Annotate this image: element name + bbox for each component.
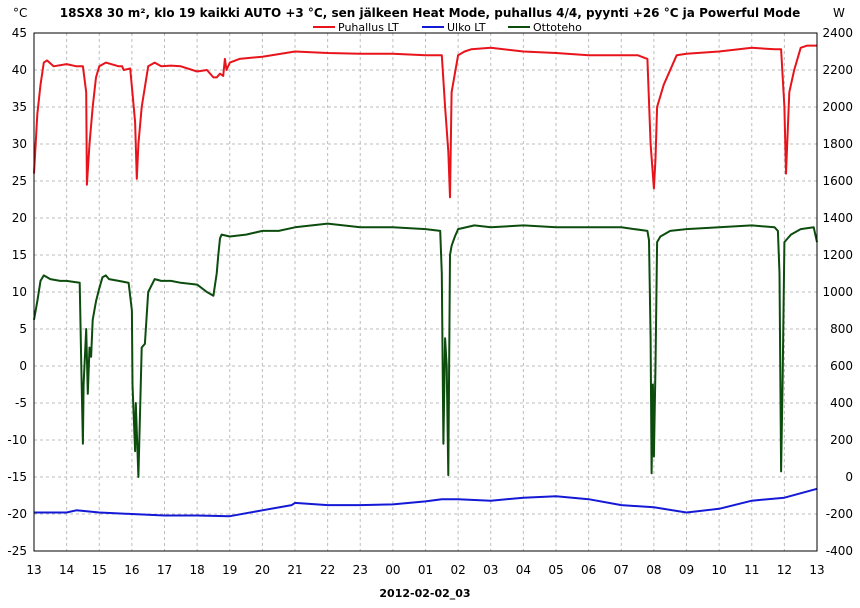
y-left-tick-label: 0 (19, 359, 27, 373)
y-right-tick-label: 1600 (822, 174, 853, 188)
x-tick-label: 11 (744, 563, 759, 577)
x-tick-label: 08 (646, 563, 661, 577)
legend-label: Ottoteho (533, 21, 582, 34)
y-right-unit-label: W (833, 6, 845, 20)
y-right-tick-label: 200 (830, 433, 853, 447)
x-tick-label: 04 (516, 563, 531, 577)
y-right-tick-label: 2400 (822, 26, 853, 40)
x-tick-label: 02 (450, 563, 465, 577)
plot-frame (33, 32, 818, 552)
y-left-tick-label: -15 (7, 470, 27, 484)
y-left-tick-label: 20 (12, 211, 27, 225)
y-left-ticks: 45 40 35 30 25 20 15 10 5 0 -5 -10 -15 -20 -25 (7, 26, 27, 558)
x-axis-label: 2012-02-02_03 (379, 587, 470, 600)
y-left-tick-label: 25 (12, 174, 27, 188)
y-right-tick-label: -200 (826, 507, 853, 521)
y-right-tick-label: 2200 (822, 63, 853, 77)
legend: Puhallus LT Ulko LT Ottoteho (313, 21, 582, 34)
x-tick-label: 05 (548, 563, 563, 577)
y-right-ticks: 2400220020001800160014001200100080060040… (822, 26, 853, 558)
series-line-ottoteho (33, 222, 818, 478)
y-left-tick-label: 35 (12, 100, 27, 114)
x-tick-label: 13 (809, 563, 824, 577)
chart-title: 18SX8 30 m², klo 19 kaikki AUTO +3 °C, s… (60, 6, 800, 20)
y-left-tick-label: 40 (12, 63, 27, 77)
x-tick-label: 14 (59, 563, 74, 577)
legend-label: Ulko LT (447, 21, 486, 34)
y-left-tick-label: 45 (12, 26, 27, 40)
x-tick-label: 21 (287, 563, 302, 577)
y-left-tick-label: 30 (12, 137, 27, 151)
x-tick-label: 06 (581, 563, 596, 577)
series-layer (33, 44, 818, 518)
x-tick-label: 17 (157, 563, 172, 577)
x-tick-label: 09 (679, 563, 694, 577)
y-left-tick-label: 10 (12, 285, 27, 299)
y-left-tick-label: -20 (7, 507, 27, 521)
x-tick-label: 12 (777, 563, 792, 577)
x-tick-label: 10 (711, 563, 726, 577)
x-tick-label: 03 (483, 563, 498, 577)
y-right-tick-label: 1800 (822, 137, 853, 151)
y-left-unit-label: °C (13, 6, 27, 20)
x-tick-label: 00 (385, 563, 400, 577)
x-tick-label: 07 (614, 563, 629, 577)
legend-label: Puhallus LT (338, 21, 399, 34)
x-tick-label: 23 (353, 563, 368, 577)
y-right-tick-label: 1400 (822, 211, 853, 225)
y-right-tick-label: 2000 (822, 100, 853, 114)
series-line-puhallus-lt (33, 44, 817, 199)
x-tick-label: 15 (92, 563, 107, 577)
y-right-tick-label: 1200 (822, 248, 853, 262)
x-tick-label: 22 (320, 563, 335, 577)
y-left-tick-label: -25 (7, 544, 27, 558)
x-ticks: 13 14 15 16 17 18 19 20 21 22 23 00 01 02 03 04 05 06 07 08… (26, 563, 824, 577)
y-left-tick-label: 15 (12, 248, 27, 262)
y-left-tick-label: -10 (7, 433, 27, 447)
y-right-tick-label: -400 (826, 544, 853, 558)
y-right-tick-label: 400 (830, 396, 853, 410)
x-tick-label: 16 (124, 563, 139, 577)
x-tick-label: 13 (26, 563, 41, 577)
y-left-tick-label: -5 (15, 396, 27, 410)
y-right-tick-label: 1000 (822, 285, 853, 299)
x-tick-label: 20 (255, 563, 270, 577)
x-tick-label: 19 (222, 563, 237, 577)
x-tick-label: 01 (418, 563, 433, 577)
y-right-tick-label: 800 (830, 322, 853, 336)
x-tick-label: 18 (189, 563, 204, 577)
series-line-ulko-lt (34, 487, 818, 518)
y-left-tick-label: 5 (19, 322, 27, 336)
y-right-tick-label: 0 (845, 470, 853, 484)
grid (34, 33, 817, 551)
y-right-tick-label: 600 (830, 359, 853, 373)
